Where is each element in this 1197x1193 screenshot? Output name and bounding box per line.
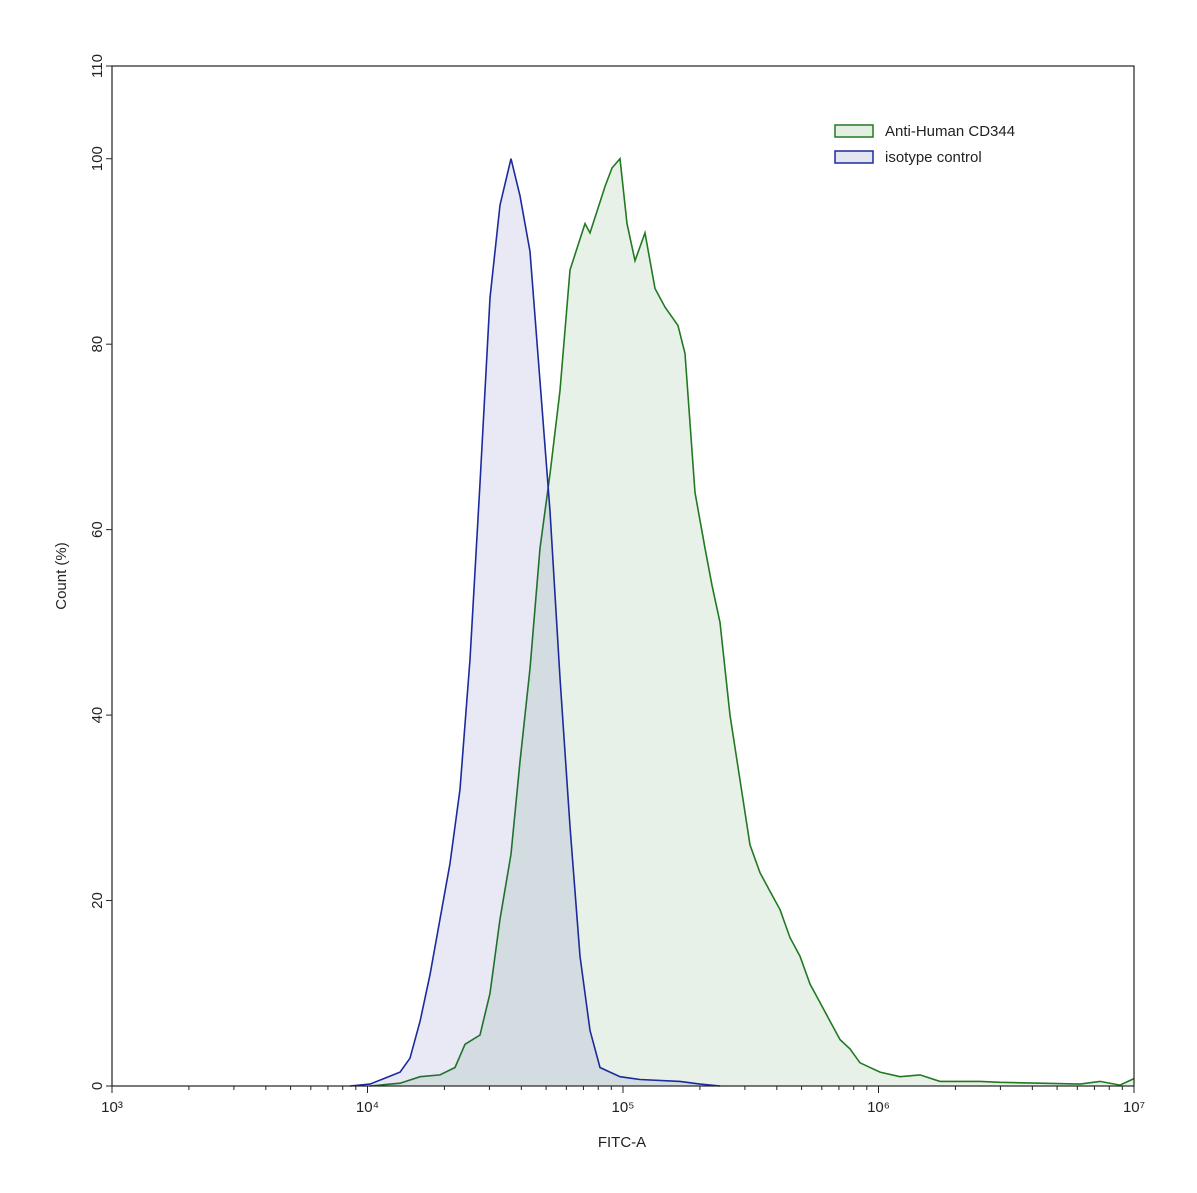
y-axis-label: Count (%) bbox=[53, 542, 70, 610]
legend-label: isotype control bbox=[885, 149, 982, 166]
y-tick-label: 110 bbox=[89, 54, 106, 78]
area-fill bbox=[370, 158, 1134, 1086]
y-tick-label: 80 bbox=[89, 336, 106, 353]
area-line bbox=[349, 158, 721, 1087]
y-tick-label: 0 bbox=[89, 1082, 106, 1090]
x-tick-label: 10⁴ bbox=[356, 1099, 379, 1116]
legend-swatch bbox=[834, 124, 874, 138]
legend-swatch bbox=[834, 150, 874, 164]
x-tick-label: 10⁵ bbox=[612, 1099, 635, 1116]
x-tick-label: 10⁷ bbox=[1123, 1099, 1145, 1116]
x-tick-label: 10³ bbox=[101, 1099, 123, 1116]
area-line bbox=[369, 156, 1135, 1087]
y-tick-label: 20 bbox=[89, 892, 106, 909]
y-tick-label: 40 bbox=[89, 707, 106, 724]
x-axis-label: FITC-A bbox=[598, 1134, 646, 1151]
y-tick-label: 60 bbox=[89, 521, 106, 538]
x-tick-label: 10⁶ bbox=[867, 1099, 890, 1116]
y-tick-label: 100 bbox=[89, 146, 106, 171]
area-fill bbox=[349, 158, 721, 1086]
legend-label: Anti-Human CD344 bbox=[885, 123, 1015, 140]
